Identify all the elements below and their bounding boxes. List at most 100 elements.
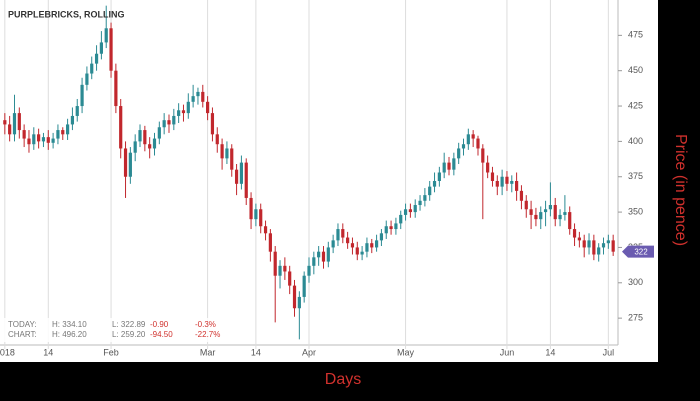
candle-body [423,195,427,201]
candle-body [278,265,282,276]
candle-body [225,148,229,159]
candle-body [162,120,166,128]
candle-body [399,214,403,224]
candle-body [543,209,548,213]
candle-body [152,138,157,149]
candle-body [109,28,113,71]
candle-body [606,240,610,244]
candle-body [374,240,379,248]
candle-body [563,212,567,215]
candle-body [447,162,451,170]
candle-body [577,237,581,241]
candle-body [85,73,89,85]
candle-body [529,209,533,215]
candle-body [534,214,538,220]
candle-body [317,251,321,258]
y-axis-title: Price (in pence) [672,134,689,246]
candle-body [94,53,99,64]
info-text: CHART: [8,330,37,339]
chart-title: PURPLEBRICKS, ROLLING [8,9,125,19]
x-tick-label: Jul [603,347,615,357]
candle-body [99,42,103,54]
candle-body [12,113,17,135]
candle-body [553,205,557,220]
candle-body [32,134,36,145]
candle-body [461,144,466,149]
x-tick-label: 2018 [0,347,15,357]
candle-body [519,190,524,201]
candle-body [249,197,253,220]
candle-body [297,296,301,309]
candle-body [215,134,219,145]
candle-body [8,124,12,135]
y-tick-label: 425 [628,100,643,110]
candle-body [148,144,152,149]
candle-body [210,113,215,135]
y-tick-label: 300 [628,277,643,287]
candle-body [181,110,186,114]
candle-body [230,148,234,170]
candle-body [524,200,528,210]
candle-body [568,212,572,230]
candle-body [22,130,26,139]
candle-body [196,91,200,97]
x-tick-label: Jun [500,347,515,357]
candle-body [418,200,422,206]
candle-body [326,247,330,262]
candle-body [457,148,461,159]
plot-background [0,0,658,362]
candle-body [539,212,543,220]
candle-body [114,70,118,107]
candle-body [486,162,490,173]
candle-body [138,130,142,142]
y-tick-label: 475 [628,30,643,40]
info-text: H: 334.10 [52,320,87,329]
candle-body [56,130,60,139]
candle-body [75,106,79,116]
info-text: -94.50 [150,330,173,339]
candle-body [61,130,65,135]
x-tick-label: 14 [545,347,555,357]
candle-body [500,176,504,187]
candle-body [379,233,384,241]
candle-body [128,152,132,177]
candle-body [471,134,475,139]
candle-body [341,229,345,238]
candle-body [201,91,205,102]
candle-body [268,233,272,252]
candle-body [587,240,591,248]
candle-body [370,243,374,248]
x-tick-label: Feb [103,347,119,357]
candle-body [90,63,94,74]
candle-body [510,180,514,184]
candle-body [490,172,495,181]
candle-body [558,214,562,220]
candle-body [143,130,147,145]
candle-body [548,205,553,210]
candle-body [17,113,21,131]
x-tick-label: Apr [302,347,316,357]
candle-body [413,205,417,213]
candle-body [321,251,326,262]
candle-body [259,209,263,227]
candle-body [172,115,176,125]
candle-body [355,247,359,255]
candle-body [597,247,601,255]
candle-body [466,134,470,145]
candle-body [515,180,519,191]
candle-body [70,115,75,125]
candle-body [312,257,316,266]
candle-body [292,285,297,309]
candle-body [123,148,128,177]
x-tick-label: May [397,347,415,357]
y-tick-label: 450 [628,65,643,75]
candle-body [80,84,84,107]
candle-body [592,240,596,255]
candle-body [288,271,292,286]
candle-body [495,180,499,187]
candle-body [191,96,195,102]
candle-body [263,226,268,234]
candle-body [611,240,615,252]
candle-body [273,251,277,276]
